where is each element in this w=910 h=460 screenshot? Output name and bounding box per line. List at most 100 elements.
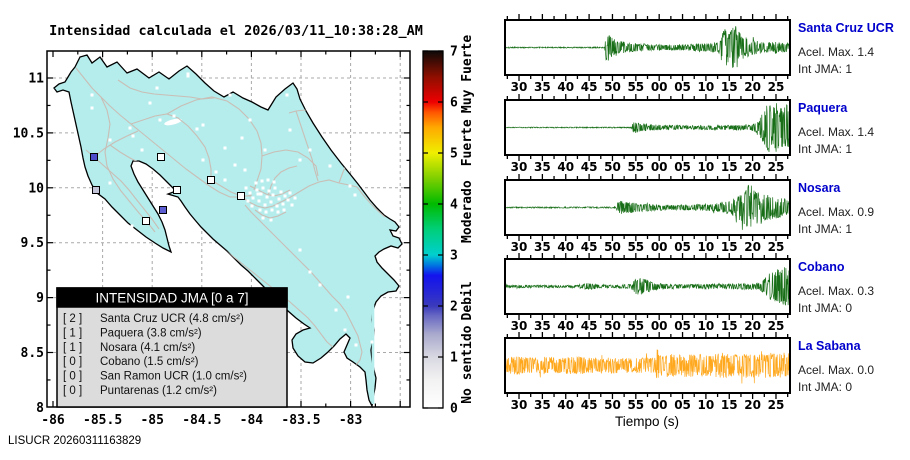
panel-x-tick-label: 55 [627,398,644,412]
panel-x-tick-label: 50 [604,319,621,333]
road [117,79,215,100]
station-marker [90,153,98,161]
station-int-jma: Int JMA: 1 [798,142,852,156]
panel-x-tick-label: 30 [511,319,528,333]
colorbar-number: 6 [450,96,458,111]
station-dot [343,328,347,332]
station-dot [288,191,292,195]
panel-x-tick-label: 00 [651,319,668,333]
road [85,149,160,230]
panel-x-tick-label: 45 [581,319,598,333]
intensity-colorbar: 0 1 2 3 4 5 6 7 No sentido Debil Moderado Fuerte Mu… [422,35,475,417]
panel-x-tick-label: 05 [674,319,691,333]
panel-x-tick-label: 25 [768,80,785,94]
station-acel-max: Acel. Max. 1.4 [798,125,874,139]
panel-x-tick-label: 00 [651,240,668,254]
station-dot [108,138,112,142]
panel-x-tick-label: 10 [698,240,715,254]
colorbar-category: Debil [460,281,475,320]
station-dot [90,106,94,110]
panel-frame [504,258,791,315]
y-axis-label: 8.5 [21,346,44,361]
panel-x-tick-label: 30 [511,398,528,412]
station-dot [261,216,265,220]
panel-x-tick-label: 10 [698,80,715,94]
legend-item-label: Paquera (3.8 cm/s²) [100,327,202,339]
colorbar-number: 1 [450,351,458,366]
panel-x-tick-label: 35 [534,398,551,412]
waveform-trace [505,103,791,153]
panel-x-tick-label: 00 [651,160,668,174]
colorbar-category: Muy Fuerte [460,35,475,113]
station-dot [258,208,262,212]
station-int-jma: Int JMA: 0 [798,380,852,394]
station-acel-max: Acel. Max. 0.0 [798,363,874,377]
station-dot [172,114,176,118]
station-dot [244,186,248,190]
station-dot [370,340,374,344]
station-name: Cobano [798,260,845,274]
legend-item-label: San Ramon UCR (1.0 cm/s²) [100,371,247,383]
station-dot [273,186,277,190]
panel-x-tick-label: 25 [768,398,785,412]
panel-x-tick-label: 20 [744,398,761,412]
legend-item-label: Cobano (1.5 cm/s²) [100,356,199,368]
panel-x-tick-label: 15 [721,160,738,174]
panel-frame [504,337,791,394]
station-dot [254,181,258,185]
station-name: Nosara [798,181,841,195]
station-dot [158,118,162,122]
seismogram-panel-2: 30 35 40 45 50 55 00 05 10 15 20 25 [504,94,791,174]
x-axis-label: -83 [339,413,362,428]
intensity-legend: INTENSIDAD JMA [0 a 7] [ 2 ] Santa Cruz U… [56,287,288,408]
time-axis-label: Tiempo (s) [615,414,679,429]
colorbar-numbers: 0 1 2 3 4 5 6 7 [450,45,458,417]
road [244,204,264,225]
colorbar-gradient [422,50,444,409]
colorbar-category: Moderado [460,180,475,243]
panel-x-tick-label: 40 [557,80,574,94]
station-marker [142,217,150,225]
station-dot [263,203,267,207]
station-dot [267,189,271,193]
station-dot [155,86,159,90]
station-name: La Sabana [798,339,862,353]
panel-5-labels: La Sabana Acel. Max. 0.0 Int JMA: 0 [798,339,874,394]
panel-x-tick-label: 35 [534,160,551,174]
station-int-jma: Int JMA: 1 [798,222,852,236]
panel-x-tick-label: 20 [744,160,761,174]
panel-1-labels: Santa Cruz UCR Acel. Max. 1.4 Int JMA: 1 [798,21,894,76]
panel-x-tick-label: 45 [581,160,598,174]
station-dot [251,196,255,200]
panel-x-tick-label: 55 [627,160,644,174]
y-axis-label: 9.5 [21,236,44,251]
station-dot [148,101,152,105]
station-dot [131,134,135,138]
legend-item-intensity: [ 0 ] [63,385,82,397]
station-dot [290,203,294,207]
station-dot [275,204,279,208]
colorbar-number: 2 [450,300,458,315]
station-dot [272,180,276,184]
seismogram-panel-3: 30 35 40 45 50 55 00 05 10 15 20 25 [504,174,791,254]
station-dot [264,210,268,214]
map-axis-labels: -86 -85.5 -85 -84.5 -84 -83.5 -83 11 10.5 10 9.5 9 8… [13,72,363,429]
station-dots [90,60,374,347]
station-name: Paquera [798,101,848,115]
road [93,130,139,158]
panel-x-tick-label: 10 [698,398,715,412]
station-dot [90,93,94,97]
y-axis-label: 10.5 [13,126,44,141]
station-dot [233,163,237,167]
station-dot [285,93,289,97]
station-dot [298,158,302,162]
station-dot [250,204,254,208]
station-dot [261,186,265,190]
station-dot [256,192,260,196]
station-dot [276,210,280,214]
road [254,209,287,219]
x-axis-label: -84 [240,413,264,428]
panel-x-tick-label: 30 [511,80,528,94]
